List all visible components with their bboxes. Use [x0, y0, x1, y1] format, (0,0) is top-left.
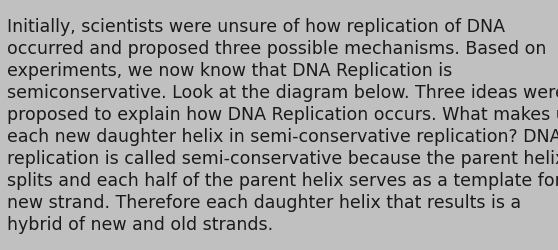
Text: proposed to explain how DNA Replication occurs. What makes up: proposed to explain how DNA Replication …: [7, 106, 558, 124]
Text: experiments, we now know that DNA Replication is: experiments, we now know that DNA Replic…: [7, 62, 452, 80]
Text: replication is called semi-conservative because the parent helix: replication is called semi-conservative …: [7, 150, 558, 168]
Text: occurred and proposed three possible mechanisms. Based on: occurred and proposed three possible mec…: [7, 40, 546, 58]
Text: each new daughter helix in semi-conservative replication? DNA: each new daughter helix in semi-conserva…: [7, 128, 558, 146]
Text: semiconservative. Look at the diagram below. Three ideas were: semiconservative. Look at the diagram be…: [7, 84, 558, 102]
Text: new strand. Therefore each daughter helix that results is a: new strand. Therefore each daughter heli…: [7, 194, 521, 212]
Text: Initially, scientists were unsure of how replication of DNA: Initially, scientists were unsure of how…: [7, 18, 504, 36]
Text: hybrid of new and old strands.: hybrid of new and old strands.: [7, 216, 273, 234]
Text: splits and each half of the parent helix serves as a template for a: splits and each half of the parent helix…: [7, 172, 558, 190]
